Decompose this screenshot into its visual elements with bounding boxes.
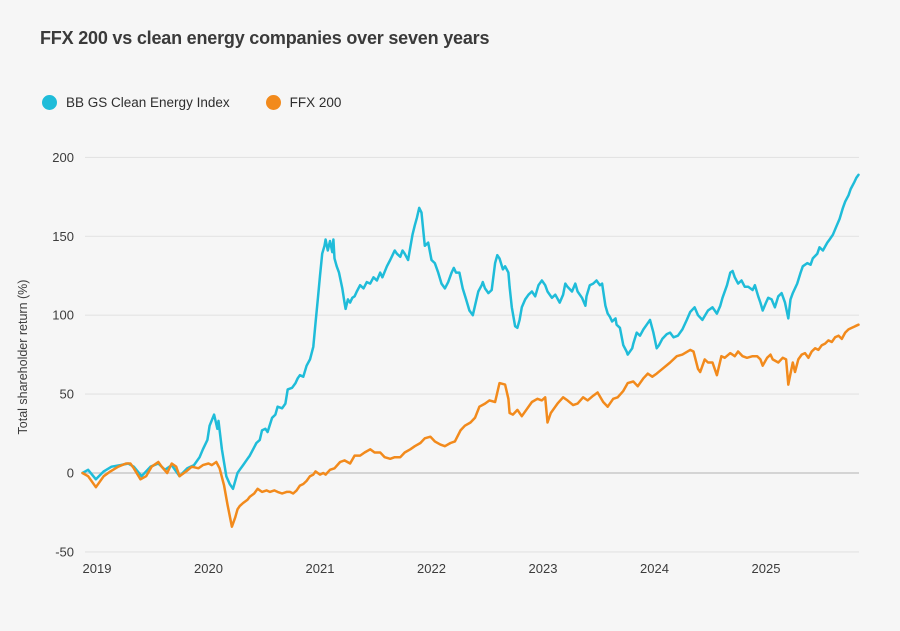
legend-swatch-clean-energy: [42, 95, 57, 110]
x-tick-label: 2020: [194, 561, 223, 576]
x-tick-label: 2019: [83, 561, 112, 576]
y-tick-label: -50: [55, 544, 74, 559]
y-axis-title: Total shareholder return (%): [16, 280, 30, 435]
y-tick-label: 50: [60, 387, 74, 402]
y-tick-label: 150: [52, 229, 74, 244]
series-lines: [81, 173, 860, 528]
x-tick-label: 2022: [417, 561, 446, 576]
legend-swatch-ffx200: [265, 95, 281, 110]
series-line-ffx200: [81, 323, 860, 528]
legend-label-clean-energy: BB GS Clean Energy Index: [66, 95, 230, 110]
x-tick-label: 2025: [752, 561, 781, 576]
legend: BB GS Clean Energy Index FFX 200: [42, 95, 341, 110]
legend-item-ffx200: FFX 200: [265, 95, 342, 110]
series-line-clean-energy-index: [81, 173, 860, 491]
y-axis-tick-labels: 200 150 100 50 0 -50: [52, 150, 74, 560]
x-tick-label: 2024: [640, 561, 669, 576]
x-axis-tick-labels: 2019 2020 2021 2022 2023 2024 2025: [83, 561, 781, 576]
y-tick-label: 100: [52, 308, 74, 323]
x-tick-label: 2021: [306, 561, 335, 576]
x-tick-label: 2023: [529, 561, 558, 576]
legend-item-clean-energy: BB GS Clean Energy Index: [42, 95, 230, 110]
y-tick-label: 200: [52, 150, 74, 165]
chart-title: FFX 200 vs clean energy companies over s…: [40, 28, 490, 48]
gridlines: [85, 156, 859, 553]
y-tick-label: 0: [67, 466, 74, 481]
legend-label-ffx200: FFX 200: [289, 95, 342, 110]
